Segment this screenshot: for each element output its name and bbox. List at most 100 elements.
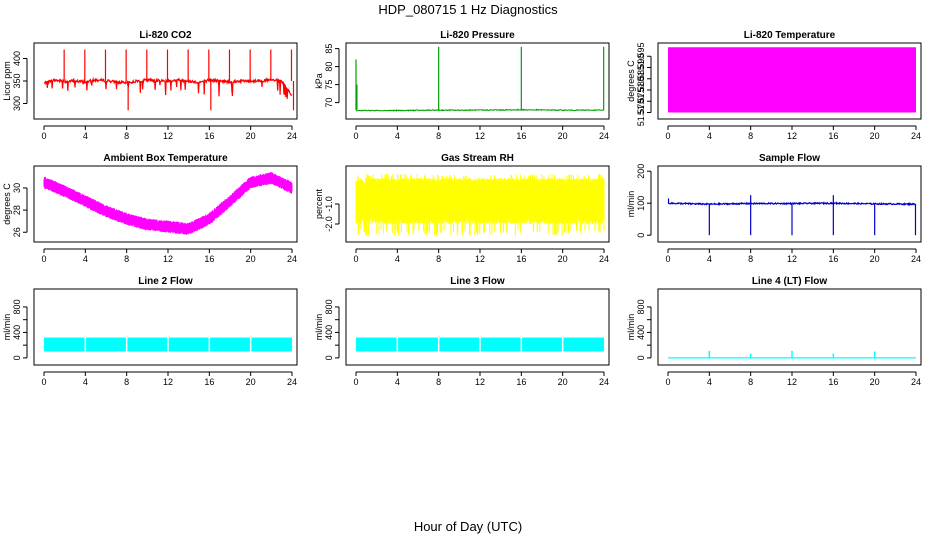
x-tick-label: 16 [516, 377, 526, 387]
panel-title: Line 3 Flow [450, 276, 505, 287]
series-pressure [355, 46, 605, 112]
x-tick-label: 4 [83, 254, 88, 264]
plot-frame [33, 288, 298, 366]
data-band [668, 47, 916, 113]
panel-line2: Line 2 Flow ml/min 0 4 8 12 16 20 24 0 400 800 [2, 276, 298, 387]
series-rh [355, 174, 605, 236]
y-tick-label: 30 [12, 183, 22, 193]
y-tick-label: 51.580 [636, 76, 646, 104]
y-tick-label: 350 [12, 73, 22, 88]
y-tick-label: 28 [12, 205, 22, 215]
x-tick-label: 20 [870, 254, 880, 264]
x-tick-label: 20 [558, 254, 568, 264]
panel-title: Ambient Box Temperature [103, 153, 228, 164]
x-tick-label: 12 [787, 131, 797, 141]
data-line [43, 171, 293, 235]
x-tick-label: 12 [163, 377, 173, 387]
x-tick-label: 24 [599, 254, 609, 264]
plot-frame [657, 165, 922, 243]
x-tick-label: 16 [204, 377, 214, 387]
x-tick-label: 8 [124, 131, 129, 141]
x-tick-label: 16 [828, 254, 838, 264]
y-axis-label: degrees C [2, 183, 12, 225]
y-tick-label: 0 [324, 355, 334, 360]
panel-licor_temp: Li-820 Temperature degrees C 0 4 8 12 16 20 24 51… [626, 30, 922, 141]
x-tick-label: 24 [287, 377, 297, 387]
x-tick-label: 12 [475, 377, 485, 387]
x-axis: 0 4 8 12 16 20 24 [353, 371, 609, 387]
y-tick-label: 51.595 [636, 42, 646, 70]
x-axis: 0 4 8 12 16 20 24 [41, 125, 297, 141]
panel-title: Li-820 Temperature [744, 30, 836, 41]
plot-frame [33, 42, 298, 120]
figure-xlabel: Hour of Day (UTC) [414, 519, 522, 534]
x-tick-label: 12 [475, 131, 485, 141]
x-tick-label: 16 [828, 131, 838, 141]
y-tick-label: 75 [324, 80, 334, 90]
y-axis-label: kPa [314, 73, 324, 89]
x-tick-label: 24 [287, 131, 297, 141]
y-tick-label: 80 [324, 62, 334, 72]
panel-title: Sample Flow [759, 153, 820, 164]
x-tick-label: 12 [475, 254, 485, 264]
y-tick-label: 0 [636, 355, 646, 360]
panel-line4: Line 4 (LT) Flow ml/min 0 4 8 12 16 20 24 0 400 800 [626, 276, 922, 387]
panel-line3: Line 3 Flow ml/min 0 4 8 12 16 20 24 0 400 800 [314, 276, 610, 387]
y-tick-label: 200 [636, 164, 646, 179]
y-tick-label: 70 [324, 98, 334, 108]
x-tick-label: 0 [353, 254, 358, 264]
x-tick-label: 24 [599, 131, 609, 141]
y-tick-label: 100 [636, 196, 646, 211]
data-band [355, 174, 605, 236]
y-tick-label: 51.575 [636, 87, 646, 115]
x-tick-label: 4 [707, 131, 712, 141]
x-tick-label: 8 [748, 377, 753, 387]
x-tick-label: 20 [246, 131, 256, 141]
x-tick-label: 16 [204, 254, 214, 264]
series-line3 [356, 337, 604, 352]
y-axis-label: ml/min [626, 191, 636, 218]
x-tick-label: 24 [287, 254, 297, 264]
x-tick-label: 20 [870, 377, 880, 387]
x-tick-label: 8 [748, 131, 753, 141]
y-axis: 300 350 400 [12, 51, 28, 111]
x-tick-label: 12 [163, 131, 173, 141]
plot-frame [345, 288, 610, 366]
x-tick-label: 0 [665, 254, 670, 264]
data-line [355, 108, 605, 112]
x-tick-label: 4 [395, 377, 400, 387]
y-tick-label: 400 [12, 325, 22, 340]
plot-frame [657, 288, 922, 366]
panel-pressure: Li-820 Pressure kPa 0 4 8 12 16 20 24 70 75 80 85 [314, 30, 610, 141]
x-tick-label: 20 [558, 131, 568, 141]
y-tick-label: 800 [324, 299, 334, 314]
y-tick-label: 800 [636, 299, 646, 314]
x-tick-label: 0 [41, 131, 46, 141]
x-axis: 0 4 8 12 16 20 24 [665, 125, 921, 141]
x-tick-label: 12 [787, 254, 797, 264]
y-tick-label: -2.0 [324, 216, 334, 232]
x-tick-label: 0 [353, 131, 358, 141]
x-axis: 0 4 8 12 16 20 24 [41, 248, 297, 264]
x-tick-label: 0 [665, 131, 670, 141]
x-tick-label: 16 [204, 131, 214, 141]
y-tick-label: 51.585 [636, 65, 646, 93]
x-tick-label: 24 [599, 377, 609, 387]
x-tick-label: 8 [124, 254, 129, 264]
plot-frame [345, 42, 610, 120]
x-tick-label: 8 [748, 254, 753, 264]
y-axis-label: percent [314, 188, 324, 219]
x-tick-label: 4 [707, 377, 712, 387]
panel-title: Li-820 CO2 [139, 30, 192, 41]
x-tick-label: 4 [83, 131, 88, 141]
panel-title: Gas Stream RH [441, 153, 514, 164]
series-co2 [44, 49, 295, 111]
y-tick-label: 400 [12, 51, 22, 66]
x-tick-label: 16 [516, 131, 526, 141]
x-tick-label: 8 [436, 131, 441, 141]
x-tick-label: 4 [707, 254, 712, 264]
y-tick-label: 0 [636, 233, 646, 238]
